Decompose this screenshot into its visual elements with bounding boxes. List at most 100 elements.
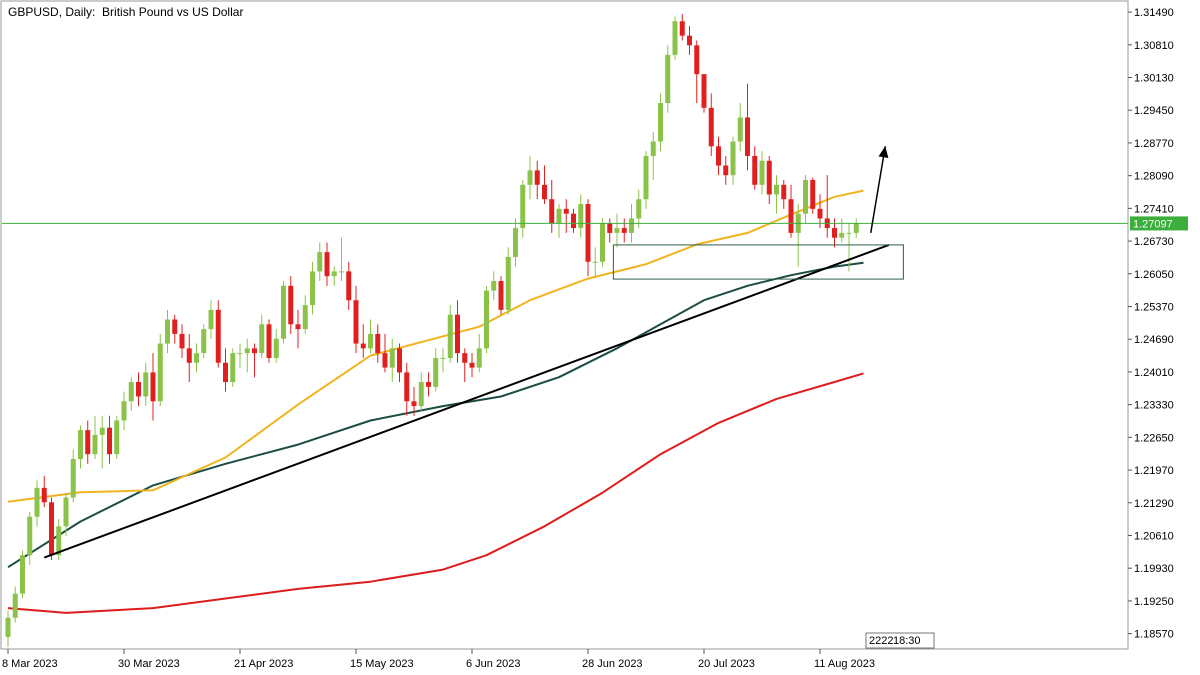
moving-average-slow-layer — [7, 372, 864, 614]
bullish-candle — [194, 343, 199, 373]
candle-body — [614, 228, 620, 233]
bullish-candle — [128, 377, 134, 411]
candle-body — [621, 228, 627, 233]
current-price-tag-label: 1.27097 — [1133, 218, 1173, 230]
candle-body — [687, 35, 692, 46]
bullish-candle — [121, 391, 127, 431]
price-axis: 1.31490 1.30810 1.30130 1.29450 1.28770 1.280… — [1128, 7, 1174, 641]
bearish-candle — [455, 300, 460, 363]
current-price-layer: 1.27097 — [1130, 216, 1188, 231]
candle-body — [592, 261, 598, 263]
bearish-candle — [694, 40, 700, 104]
candle-body — [701, 74, 707, 108]
candle-body — [418, 382, 424, 407]
x-tick-label: 20 Jul 2023 — [698, 658, 755, 670]
bearish-candle — [542, 165, 547, 205]
candle-body — [426, 382, 431, 387]
bullish-candle — [447, 305, 453, 363]
bullish-candle — [157, 333, 163, 407]
candle-body — [411, 401, 417, 407]
bullish-candle — [237, 343, 243, 368]
candle-body — [455, 314, 460, 354]
candle-body — [114, 420, 120, 455]
bullish-candle — [527, 155, 533, 200]
bullish-candle — [578, 194, 584, 238]
bearish-candle — [810, 177, 816, 214]
bullish-candle — [672, 16, 678, 60]
bullish-candle — [99, 415, 105, 469]
candle-body — [447, 314, 453, 358]
candle-body — [476, 348, 482, 368]
candle-body — [375, 333, 381, 354]
bullish-candle — [513, 218, 518, 267]
candle-body — [56, 526, 62, 556]
candle-body — [259, 324, 265, 354]
candle-body — [252, 348, 257, 354]
bullish-candle — [165, 309, 170, 354]
candle-body — [5, 617, 11, 637]
chart-title: GBPUSD, Daily: British Pound vs US Dolla… — [8, 5, 243, 19]
bearish-candle — [215, 300, 221, 368]
bearish-candle — [179, 324, 185, 358]
bullish-candle — [614, 213, 620, 248]
bullish-candle — [27, 511, 33, 565]
bullish-candle — [34, 480, 40, 527]
bullish-candle — [389, 338, 395, 383]
projection-arrow-shaft — [870, 146, 886, 234]
candle-body — [752, 155, 758, 185]
bearish-candle — [150, 353, 156, 421]
candle-body — [281, 285, 286, 339]
candle-body — [49, 502, 54, 556]
candle-body — [92, 434, 98, 455]
candle-body — [759, 160, 765, 185]
bullish-candle — [208, 300, 214, 339]
candle-body — [186, 348, 192, 363]
bullish-candle — [853, 218, 859, 238]
candle-body — [302, 305, 308, 330]
y-tick-label: 1.27410 — [1134, 203, 1174, 215]
bearish-candle — [701, 74, 707, 113]
bearish-candle — [534, 160, 540, 200]
candle-body — [165, 319, 170, 344]
time-axis: 8 Mar 2023 30 Mar 2023 21 Apr 2023 15 May 2… — [2, 649, 875, 670]
y-tick-label: 1.24690 — [1134, 334, 1174, 346]
candle-body — [853, 223, 859, 233]
bearish-candle — [469, 353, 475, 378]
bullish-candle — [302, 295, 308, 334]
candle-body — [121, 401, 127, 421]
candle-body — [730, 141, 736, 176]
bearish-candle — [621, 218, 627, 243]
bullish-candle — [556, 204, 562, 238]
candle-body — [360, 343, 366, 349]
bullish-candle — [665, 45, 671, 113]
bearish-candle — [549, 179, 555, 233]
candle-body — [41, 487, 47, 503]
candle-body — [636, 199, 642, 219]
candle-body — [498, 281, 504, 310]
bullish-candle — [592, 247, 598, 277]
symbol-label: GBPUSD — [8, 5, 59, 19]
candle-body — [650, 141, 656, 156]
bearish-candle — [404, 362, 410, 416]
bearish-candle — [411, 386, 417, 416]
bearish-candle — [49, 497, 54, 561]
bullish-candle — [63, 492, 69, 536]
bearish-candle — [295, 309, 301, 349]
candle-body — [766, 160, 772, 195]
candle-body — [839, 232, 845, 238]
bearish-candle — [360, 324, 366, 358]
bullish-candle — [310, 261, 315, 315]
candle-body — [346, 271, 352, 301]
bearish-candle — [375, 324, 381, 363]
candle-body — [556, 208, 562, 224]
annotation-layer — [2, 146, 1128, 559]
bullish-candle — [730, 136, 736, 185]
time-badge-glyphs: 2222 — [869, 635, 893, 647]
y-tick-label: 1.18570 — [1134, 629, 1174, 641]
candle-body — [295, 324, 301, 330]
bearish-candle — [426, 372, 431, 397]
candle-body — [571, 213, 576, 229]
candle-body — [563, 208, 569, 214]
bullish-candle — [201, 324, 207, 358]
